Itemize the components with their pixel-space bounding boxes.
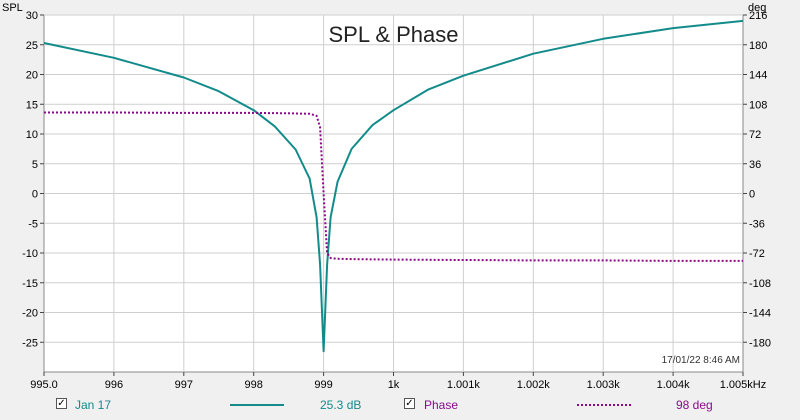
y-right-tick-label: -108 (749, 278, 771, 290)
series2-swatch (577, 404, 631, 406)
y-right-tick-label: 180 (749, 40, 767, 52)
y-left-tick-label: -15 (22, 278, 38, 290)
timestamp-label: 17/01/22 8:46 AM (662, 355, 740, 366)
y-left-tick-label: 20 (26, 70, 38, 82)
x-tick-label: 1.001k (447, 379, 481, 390)
series-layer (43, 19, 744, 353)
x-tick-label: 996 (105, 379, 123, 390)
y-right-tick-label: -144 (749, 308, 771, 320)
series1-swatch (230, 404, 284, 406)
y-left-tick-label: 15 (26, 99, 38, 111)
axis-labels: 995.0 996 997 998 999 1k 1.001k 1.002k 1.003k 1.0… (22, 10, 771, 390)
y-right-tick-label: -180 (749, 337, 771, 349)
y-left-tick-label: 0 (32, 189, 38, 201)
series-line-1 (43, 19, 744, 353)
y-left-tick-label: 10 (26, 129, 38, 141)
y-right-tick-label: -72 (749, 248, 765, 260)
grid-lines (44, 14, 743, 372)
series2-label[interactable]: Phase (424, 398, 459, 412)
y-right-tick-label: 36 (749, 159, 761, 171)
y-left-tick-label: -25 (22, 337, 38, 349)
y-right-tick-label: -36 (749, 218, 765, 230)
series2-value: 98 deg (676, 398, 713, 412)
y-left-tick-label: -5 (28, 218, 38, 230)
x-tick-label: 1.002k (517, 379, 551, 390)
x-tick-label: 1k (388, 379, 400, 390)
series1-value: 25.3 dB (320, 398, 362, 412)
y-left-tick-label: -20 (22, 308, 38, 320)
y-right-tick-label: 144 (749, 70, 767, 82)
x-tick-label: 995.0 (30, 379, 58, 390)
spl-phase-chart: 995.0 996 997 998 999 1k 1.001k 1.002k 1.003k 1.0… (2, 2, 771, 390)
series2-checkbox[interactable]: ✓ (404, 398, 415, 409)
y-right-tick-label: 216 (749, 10, 767, 22)
y-right-tick-label: 108 (749, 99, 767, 111)
x-tick-label: 1.003k (587, 379, 621, 390)
x-tick-label: 999 (314, 379, 332, 390)
left-axis-unit: SPL (2, 2, 23, 14)
x-tick-label: 997 (175, 379, 193, 390)
chart-title: SPL & Phase (328, 22, 458, 47)
series-line-2 (44, 111, 743, 262)
series1-checkbox[interactable]: ✓ (56, 398, 67, 409)
y-right-tick-label: 0 (749, 189, 755, 201)
x-tick-label: 1.004k (657, 379, 691, 390)
y-right-tick-label: 72 (749, 129, 761, 141)
chart-canvas: 995.0 996 997 998 999 1k 1.001k 1.002k 1.003k 1.0… (2, 2, 771, 390)
legend-bar: ✓ Jan 17 25.3 dB ✓ Phase 98 deg (0, 392, 800, 418)
y-left-tick-label: 30 (26, 10, 38, 22)
series1-label[interactable]: Jan 17 (75, 398, 112, 412)
y-left-tick-label: 5 (32, 159, 38, 171)
right-axis-unit: deg (748, 2, 766, 14)
x-tick-label: 998 (245, 379, 263, 390)
x-tick-label: 1.005kHz (720, 379, 766, 390)
y-left-tick-label: -10 (22, 248, 38, 260)
y-left-tick-label: 25 (26, 40, 38, 52)
